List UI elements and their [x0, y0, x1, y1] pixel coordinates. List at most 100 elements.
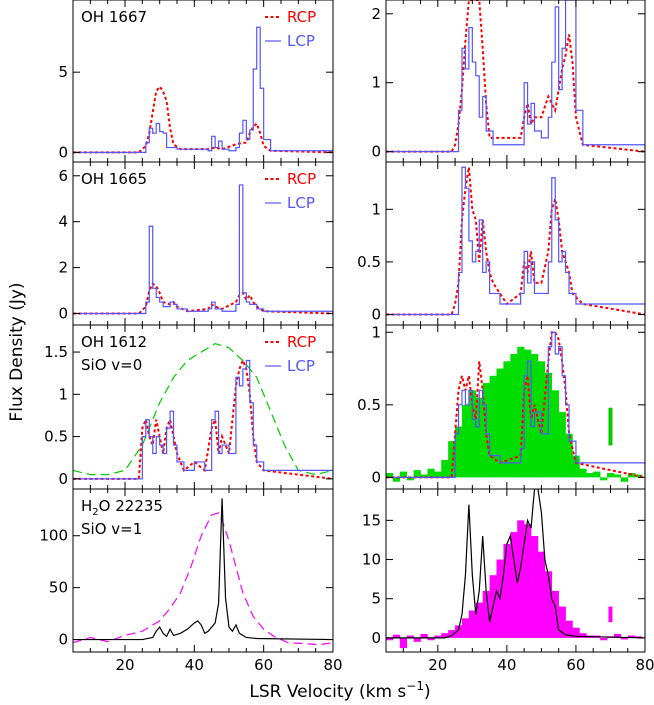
bar-sio-v-1: [524, 524, 532, 638]
x-axis-title: LSR Velocity (km s−1): [249, 679, 430, 702]
bar-sio-v-0: [475, 397, 483, 478]
legend-label-rcp: RCP: [287, 333, 316, 351]
y-tick-label: 0.5: [357, 396, 381, 414]
bar-sio-v-1: [434, 635, 442, 638]
bar-sio-v-0: [434, 471, 442, 478]
bar-sio-v-0: [489, 375, 497, 478]
series-h2o-22235: [386, 489, 645, 639]
x-axis-title-close: ): [424, 682, 431, 702]
bar-sio-v-1: [399, 637, 408, 649]
y-tick-label: 1: [371, 200, 381, 218]
y-tick-label: 0: [58, 305, 68, 323]
y-tick-label: 0: [58, 143, 68, 161]
bar-sio-v-0: [461, 404, 470, 478]
series-lcp: [386, 166, 645, 316]
y-axis-title: Flux Density (Jy): [7, 282, 27, 421]
bar-sio-v-1: [413, 637, 421, 642]
panel-frame: [385, 161, 646, 326]
bar-sio-v-0: [551, 390, 559, 478]
panel-right-1: 0 1 2: [371, 0, 646, 163]
bar-sio-v-1: [468, 610, 477, 638]
bar-sio-v-0: [503, 361, 511, 478]
panel-frame: [385, 488, 646, 653]
bar-sio-v-0: [510, 354, 518, 478]
y-tick-label: 0: [371, 629, 381, 647]
series-h2o-22235: [73, 498, 333, 641]
bar-sio-v-0: [613, 474, 622, 478]
series-sio-v-1: [73, 512, 333, 646]
plot-area: [73, 184, 333, 315]
plot-area: [73, 342, 333, 480]
panel-label: SiO v=0: [81, 356, 142, 374]
y-tick-label: 0: [58, 631, 68, 649]
panel-label: OH 1667: [81, 8, 147, 26]
legend-label-lcp: LCP: [287, 32, 315, 50]
y-tick-label: 0: [371, 305, 381, 323]
bar-sio-v-0: [496, 368, 504, 478]
series-lcp: [73, 184, 333, 315]
y-tick-label: 10: [362, 551, 381, 569]
series-rcp: [73, 84, 333, 154]
bar-sio-v-1: [455, 625, 463, 638]
y-tick-label: 0: [371, 468, 381, 486]
y-tick-label: 5: [58, 63, 68, 81]
panel-left-4: 0 50 100 20 40 60 80 H2O 22235 SiO v=1: [39, 488, 343, 674]
bar-sio-v-1: [510, 532, 518, 638]
legend-label-rcp: RCP: [287, 8, 316, 26]
bar-sio-v-1: [531, 536, 539, 638]
series-lcp: [386, 0, 645, 153]
legend-label-lcp: LCP: [287, 194, 315, 212]
panel-label-subscript: 2: [92, 507, 98, 518]
bar-sio-v-0: [586, 473, 594, 478]
bar-sio-v-1: [386, 637, 394, 641]
series-rcp: [386, 0, 645, 153]
y-tick-label: 5: [371, 590, 381, 608]
plot-area: [386, 489, 645, 649]
bar-sio-v-1: [420, 633, 428, 638]
y-tick-label: 50: [49, 579, 68, 597]
series-sio-v-0: [73, 342, 333, 476]
bar-sio-v-1: [448, 630, 456, 638]
bar-sio-v-0: [392, 477, 401, 482]
y-tick-label: 2: [58, 259, 68, 277]
panel-left-2: 0 2 4 6 OH 1665 RCP LCP: [58, 161, 334, 326]
y-tick-label: 100: [39, 527, 68, 545]
bar-sio-v-0: [455, 426, 463, 478]
x-axis-title-exponent: −1: [406, 679, 424, 693]
panel-frame: [72, 488, 334, 653]
y-tick-label: 2: [371, 5, 381, 23]
bar-sio-v-1: [475, 602, 483, 638]
bar-sio-v-1: [627, 635, 635, 638]
y-tick-label: 6: [58, 167, 68, 185]
y-tick-label: 0.5: [44, 428, 68, 446]
bar-sio-v-0: [386, 473, 394, 478]
y-tick-label: 0: [58, 470, 68, 488]
bar-sio-v-1: [620, 637, 629, 640]
plot-area: [386, 166, 645, 316]
bar-sio-v-0: [413, 470, 421, 478]
plot-area: [73, 498, 333, 646]
panel-label: SiO v=1: [81, 520, 142, 538]
plot-area: [386, 331, 645, 482]
panel-left-1: 0 5 OH 1667 RCP LCP: [58, 0, 334, 163]
x-axis-title-main: LSR Velocity (km s: [249, 682, 406, 702]
bar-sio-v-0: [600, 477, 608, 481]
bar-sio-v-1: [634, 636, 642, 638]
bar-sio-v-1: [558, 606, 566, 638]
bar-sio-v-0: [572, 455, 580, 478]
bar-sio-v-0: [634, 474, 642, 478]
bar-sio-v-0: [524, 349, 532, 478]
bar-sio-v-1: [406, 635, 414, 638]
bar-sio-v-0: [441, 459, 449, 478]
panel-label-h: H: [81, 497, 92, 515]
bar-sio-v-0: [579, 468, 587, 478]
bar-sio-v-0: [565, 433, 573, 478]
panel-label: OH 1612: [81, 333, 147, 351]
bar-sio-v-1: [537, 551, 546, 638]
bar-sio-v-0: [399, 471, 408, 478]
series-lcp: [73, 359, 333, 480]
bar-sio-v-0: [593, 471, 601, 478]
y-tick-label: 4: [58, 213, 68, 231]
